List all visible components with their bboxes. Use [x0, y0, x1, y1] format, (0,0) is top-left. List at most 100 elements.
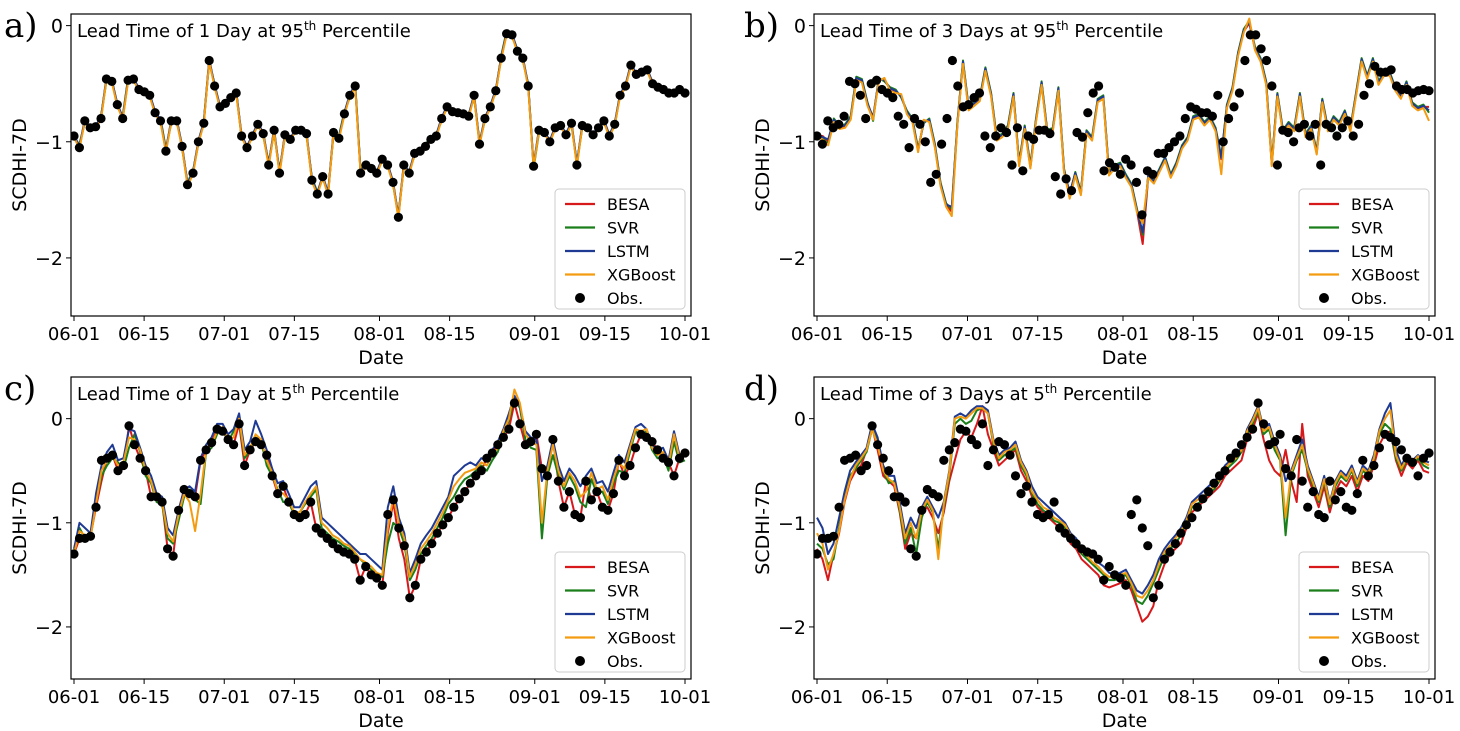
panel-d: d) 0 −1 −2 06-01 06-15 07-01 07-15 08-01 08-15 09-… — [744, 369, 1455, 731]
x-tick-label: 08-01 — [353, 687, 405, 708]
obs-point — [393, 212, 403, 222]
legend-label: LSTM — [1351, 242, 1394, 261]
x-tick-label: 08-01 — [353, 324, 405, 345]
obs-point — [1104, 561, 1114, 572]
obs-point — [1083, 108, 1093, 118]
obs-point — [465, 478, 475, 488]
obs-point — [884, 466, 894, 476]
obs-point — [899, 119, 909, 129]
obs-point — [172, 116, 182, 126]
obs-point — [1348, 131, 1358, 141]
obs-point — [909, 113, 920, 124]
obs-point — [509, 398, 519, 408]
obs-point — [1099, 575, 1109, 585]
obs-point — [1289, 137, 1299, 147]
obs-point — [1045, 129, 1055, 139]
obs-point — [204, 55, 214, 66]
obs-point — [210, 81, 220, 91]
x-tick-label: 07-15 — [1012, 687, 1064, 708]
obs-point — [207, 438, 217, 448]
obs-point — [1305, 131, 1315, 141]
y-tick-label: −1 — [778, 132, 806, 154]
x-tick-label: 06-15 — [861, 687, 913, 708]
obs-point — [201, 445, 211, 455]
x-tick-label: 08-15 — [1167, 324, 1219, 345]
obs-point — [1209, 478, 1219, 488]
obs-point — [1180, 113, 1190, 124]
y-tick-label: 0 — [794, 409, 806, 431]
obs-point — [454, 494, 464, 504]
legend-label: XGBoost — [607, 629, 676, 648]
obs-point — [356, 168, 366, 178]
obs-point — [1088, 88, 1098, 98]
obs-point — [1413, 471, 1423, 481]
obs-point — [1256, 44, 1266, 54]
obs-point — [318, 172, 328, 182]
obs-point — [814, 549, 822, 559]
obs-point — [1159, 554, 1169, 564]
obs-point — [388, 177, 398, 187]
obs-point — [74, 143, 84, 153]
obs-point — [91, 502, 101, 512]
obs-point — [953, 81, 963, 91]
obs-point — [814, 131, 822, 141]
series-line-xgboost — [73, 388, 686, 578]
x-axis-label: Date — [358, 710, 403, 731]
obs-point — [361, 561, 371, 572]
obs-point — [1187, 513, 1197, 523]
obs-point — [1275, 429, 1285, 439]
x-tick-label: 06-01 — [791, 687, 843, 708]
obs-point — [1027, 497, 1037, 507]
x-axis-label: Date — [1102, 710, 1147, 731]
obs-point — [944, 445, 954, 455]
obs-point — [410, 580, 420, 590]
obs-point — [1281, 464, 1291, 474]
obs-point — [1010, 471, 1021, 481]
obs-point — [610, 119, 620, 129]
obs-point — [553, 476, 564, 486]
legend-label: SVR — [607, 219, 639, 238]
y-tick-label: 0 — [51, 16, 63, 38]
obs-point — [449, 502, 459, 512]
obs-point — [823, 116, 833, 126]
obs-point — [1203, 487, 1214, 497]
obs-point — [464, 111, 474, 121]
obs-point — [145, 90, 155, 100]
obs-point — [1407, 457, 1418, 467]
obs-point — [504, 424, 514, 434]
obs-point — [862, 460, 872, 471]
obs-point — [972, 440, 982, 450]
obs-point — [431, 131, 441, 141]
obs-point — [1115, 169, 1125, 179]
obs-point — [91, 122, 101, 132]
obs-point — [669, 471, 679, 481]
obs-point — [262, 450, 272, 460]
obs-point — [1234, 88, 1244, 98]
legend-swatch-obs — [575, 656, 585, 666]
obs-point — [988, 445, 999, 455]
obs-point — [515, 419, 525, 429]
obs-point — [350, 554, 360, 564]
obs-point — [1316, 160, 1326, 170]
obs-point — [1283, 127, 1293, 138]
obs-point — [642, 65, 652, 75]
obs-point — [619, 471, 630, 481]
obs-point — [834, 502, 844, 512]
obs-point — [1044, 509, 1054, 520]
obs-point — [507, 30, 517, 40]
obs-point — [1358, 455, 1368, 465]
obs-point — [163, 544, 173, 554]
obs-point — [839, 111, 849, 121]
x-tick-label: 08-15 — [423, 324, 475, 345]
x-tick-label: 06-15 — [861, 324, 913, 345]
x-tick-label: 10-01 — [659, 687, 711, 708]
plot-area — [814, 17, 1434, 245]
obs-point — [561, 130, 571, 140]
obs-point — [1012, 123, 1023, 133]
obs-point — [1093, 554, 1103, 564]
obs-point — [566, 118, 577, 128]
legend-label: BESA — [607, 558, 650, 577]
obs-point — [118, 460, 129, 471]
obs-point — [1354, 119, 1364, 129]
obs-point — [974, 88, 985, 98]
